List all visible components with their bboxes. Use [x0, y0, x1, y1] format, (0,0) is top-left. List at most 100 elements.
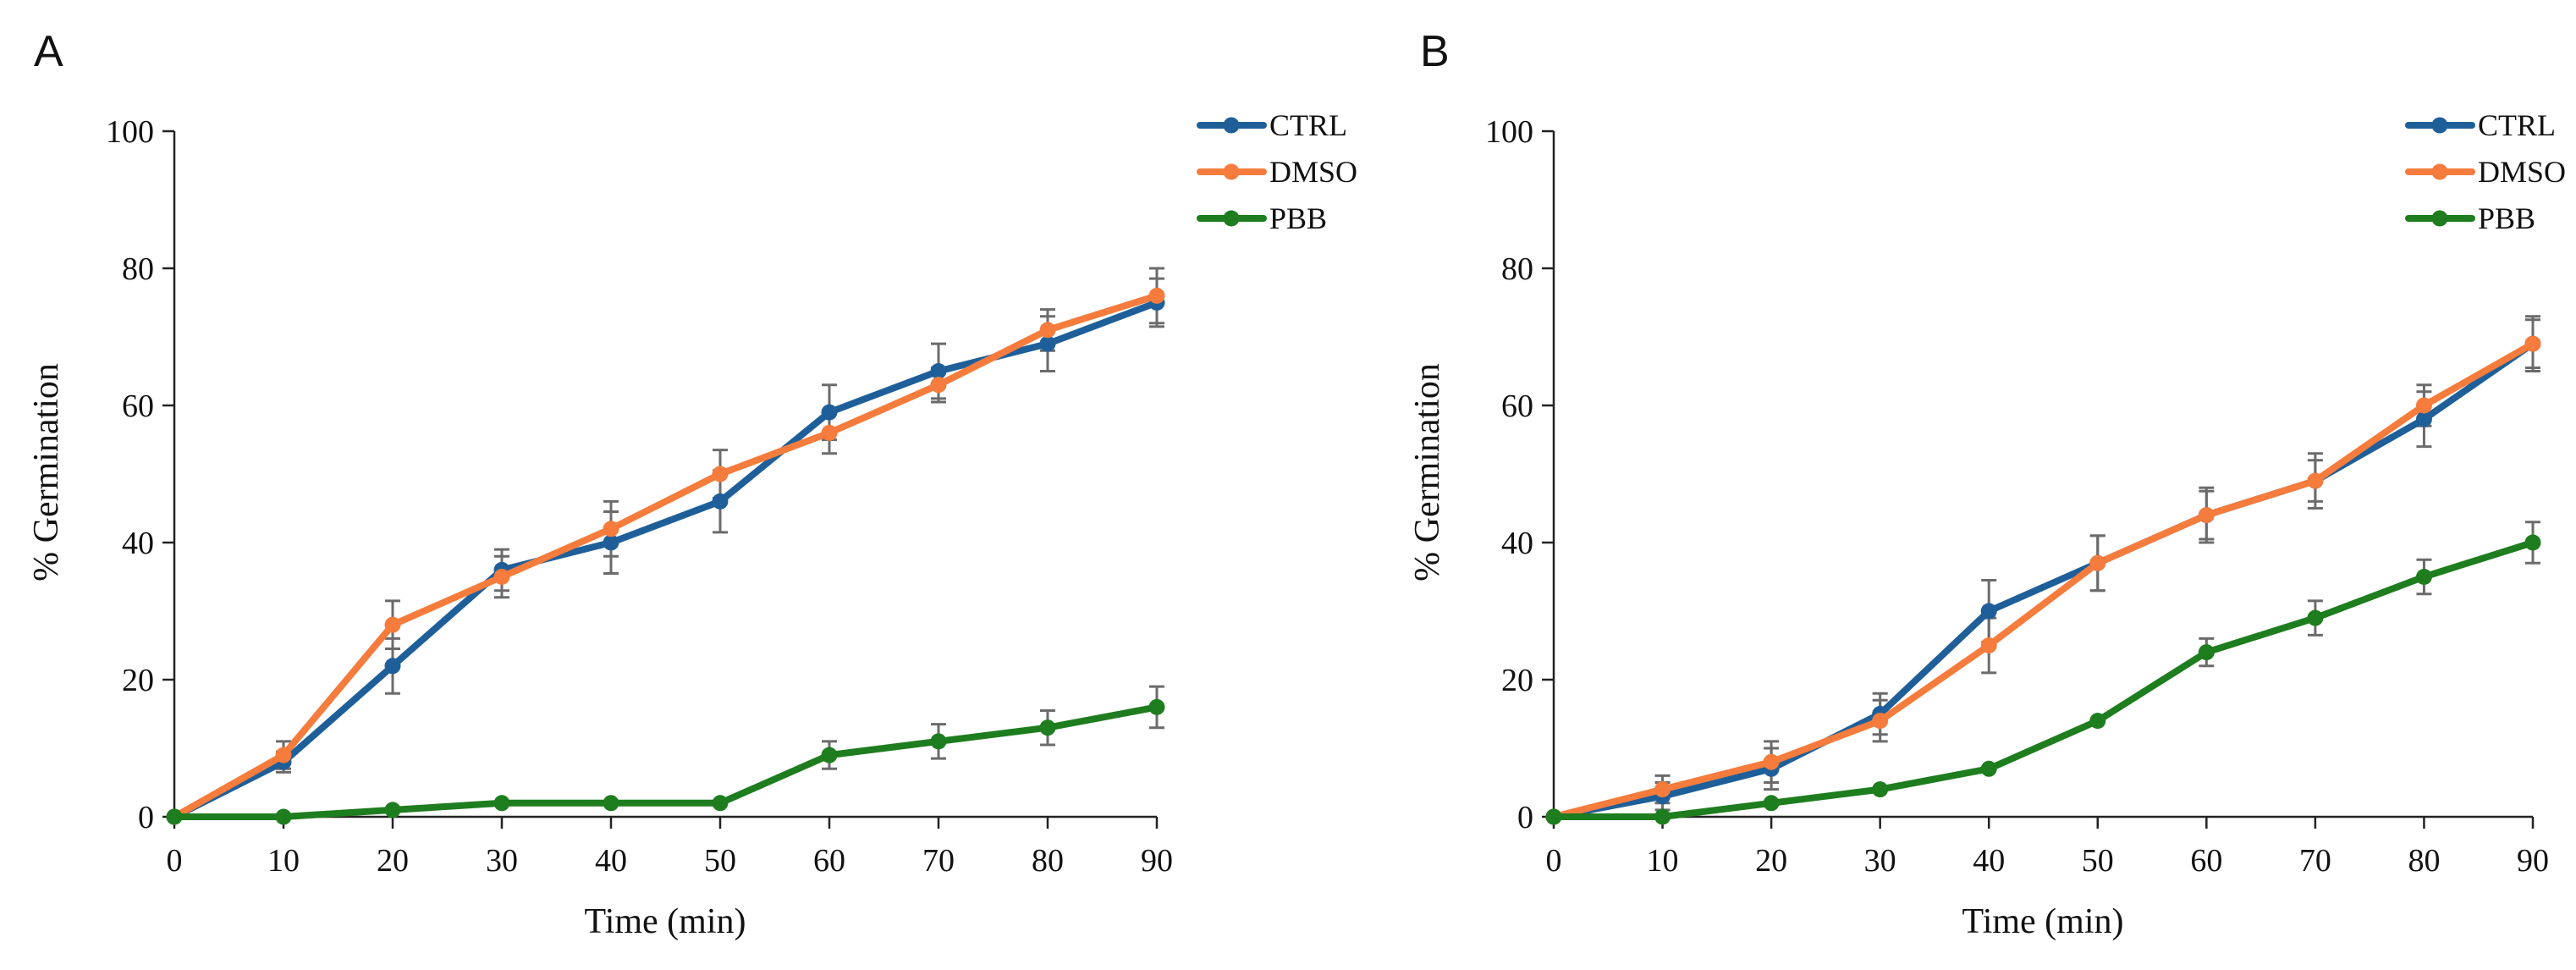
x-tick-label: 90 [1141, 843, 1173, 879]
x-tick-label: 80 [1032, 843, 1064, 879]
x-tick-label: 60 [813, 843, 845, 879]
data-point-dmso [930, 377, 947, 394]
legend-label-ctrl: CTRL [1269, 108, 1347, 142]
y-tick-label: 80 [122, 251, 154, 287]
x-tick-label: 30 [486, 843, 518, 879]
data-point-ctrl [930, 363, 947, 379]
data-point-pbb [275, 808, 292, 825]
data-point-dmso [712, 466, 729, 482]
series-line-dmso [171, 292, 1160, 820]
y-tick-label: 60 [122, 389, 154, 424]
data-point-ctrl [1039, 335, 1056, 352]
data-point-pbb [493, 795, 510, 812]
x-tick-label: 0 [1546, 843, 1562, 879]
data-point-ctrl [384, 658, 401, 675]
data-point-pbb [1654, 808, 1671, 825]
data-point-dmso [2415, 397, 2432, 414]
data-point-ctrl [1980, 603, 1997, 620]
data-point-pbb [166, 808, 183, 825]
x-tick-label: 80 [2408, 843, 2440, 879]
data-point-pbb [2198, 644, 2215, 661]
y-tick-label: 40 [1501, 526, 1533, 561]
data-point-dmso [821, 424, 838, 441]
y-tick-label: 100 [106, 114, 154, 150]
data-point-pbb [2089, 713, 2106, 730]
x-tick-label: 10 [1647, 843, 1679, 879]
data-point-pbb [2307, 609, 2324, 626]
chart-panel-b: B Time (min) % Germination 0 20 40 60 80 100 0… [1408, 27, 2566, 941]
x-tick-label: 40 [595, 843, 627, 879]
data-point-pbb [821, 747, 838, 763]
legend-label-pbb: PBB [1269, 201, 1327, 235]
legend-marker-ctrl [1223, 117, 1240, 134]
data-point-dmso [275, 747, 292, 763]
x-axis-title-a: Time (min) [585, 902, 746, 941]
legend-marker-pbb [1223, 210, 1240, 227]
data-point-ctrl [603, 534, 619, 551]
data-point-ctrl [712, 493, 729, 510]
legend-label-ctrl: CTRL [2478, 108, 2556, 142]
data-point-pbb [2415, 569, 2432, 585]
x-tick-label: 60 [2190, 843, 2222, 879]
legend-marker-dmso [2431, 163, 2448, 180]
x-tick-label: 40 [1973, 843, 2005, 879]
panel-label-b: B [1420, 27, 1450, 76]
series-line-ctrl [1550, 340, 2536, 820]
data-point-pbb [1980, 760, 1997, 777]
data-point-pbb [384, 802, 401, 818]
x-tick-label: 0 [167, 843, 183, 879]
data-point-pbb [1763, 795, 1780, 812]
legend-label-dmso: DMSO [2478, 155, 2566, 189]
data-point-dmso [493, 569, 510, 585]
series-line-pbb [171, 703, 1160, 820]
y-tick-label: 100 [1485, 114, 1533, 150]
y-tick-label: 60 [1501, 389, 1533, 424]
y-tick-label: 40 [122, 526, 154, 561]
legend-label-dmso: DMSO [1269, 155, 1357, 189]
x-tick-label: 20 [1755, 843, 1787, 879]
data-point-dmso [2524, 335, 2541, 352]
data-point-pbb [1872, 781, 1889, 798]
data-point-pbb [1545, 808, 1562, 825]
legend-label-pbb: PBB [2478, 201, 2535, 235]
legend-marker-dmso [1223, 163, 1240, 180]
data-point-ctrl [2415, 411, 2432, 427]
data-point-dmso [1148, 287, 1165, 304]
x-tick-label: 50 [2082, 843, 2114, 879]
data-point-pbb [712, 795, 729, 812]
x-tick-label: 70 [922, 843, 955, 879]
y-axis-title-a: % Germination [27, 363, 66, 581]
x-tick-label: 90 [2517, 843, 2549, 879]
data-point-pbb [603, 795, 619, 812]
y-tick-label: 20 [122, 663, 154, 698]
data-point-dmso [1980, 637, 1997, 653]
y-tick-label: 80 [1501, 251, 1533, 287]
data-point-dmso [2307, 472, 2324, 489]
x-tick-label: 30 [1864, 843, 1896, 879]
y-tick-label: 0 [138, 800, 154, 835]
x-tick-label: 50 [704, 843, 736, 879]
series-line-pbb [1550, 539, 2536, 820]
x-axis-title-b: Time (min) [1962, 902, 2124, 941]
x-tick-label: 20 [377, 843, 409, 879]
data-point-dmso [1654, 781, 1671, 798]
y-tick-label: 20 [1501, 663, 1533, 698]
data-point-dmso [2089, 554, 2106, 571]
data-point-dmso [1872, 713, 1889, 730]
data-point-pbb [1148, 698, 1165, 715]
y-tick-label: 0 [1517, 800, 1533, 835]
series-line-ctrl [171, 299, 1160, 820]
x-tick-label: 70 [2299, 843, 2331, 879]
data-point-dmso [2198, 507, 2215, 524]
data-point-pbb [2524, 534, 2541, 551]
series-line-dmso [1550, 340, 2536, 820]
data-point-pbb [1039, 719, 1056, 736]
data-point-dmso [1763, 753, 1780, 770]
legend-marker-ctrl [2431, 117, 2448, 134]
data-point-dmso [384, 616, 401, 633]
y-axis-title-b: % Germination [1408, 363, 1447, 581]
data-point-pbb [930, 733, 947, 750]
data-point-dmso [1039, 322, 1056, 339]
legend-marker-pbb [2431, 210, 2448, 227]
